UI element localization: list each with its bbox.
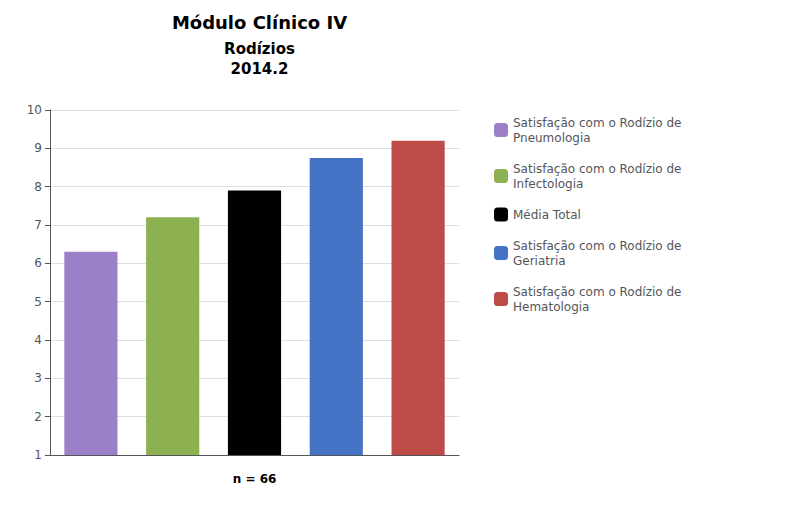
- svg-text:10: 10: [27, 103, 42, 117]
- svg-text:5: 5: [34, 295, 42, 309]
- svg-text:Infectologia: Infectologia: [513, 177, 583, 191]
- svg-text:Satisfação com o Rodízio de: Satisfação com o Rodízio de: [513, 162, 681, 176]
- svg-text:9: 9: [34, 141, 42, 155]
- svg-text:Satisfação com o Rodízio de: Satisfação com o Rodízio de: [513, 116, 681, 130]
- svg-text:Pneumologia: Pneumologia: [513, 131, 591, 145]
- svg-text:4: 4: [34, 333, 42, 347]
- svg-text:Rodízios: Rodízios: [224, 40, 295, 58]
- svg-text:7: 7: [34, 218, 42, 232]
- svg-text:8: 8: [34, 180, 42, 194]
- svg-text:n = 66: n = 66: [233, 472, 277, 486]
- svg-text:Satisfação com o Rodízio de: Satisfação com o Rodízio de: [513, 239, 681, 253]
- svg-text:1: 1: [34, 448, 42, 462]
- svg-text:Módulo Clínico IV: Módulo Clínico IV: [172, 12, 347, 33]
- svg-text:6: 6: [34, 256, 42, 270]
- svg-text:Satisfação com o Rodízio de: Satisfação com o Rodízio de: [513, 285, 681, 299]
- svg-text:Hematologia: Hematologia: [513, 300, 589, 314]
- svg-text:2014.2: 2014.2: [231, 60, 289, 78]
- svg-text:2: 2: [34, 410, 42, 424]
- svg-text:3: 3: [34, 371, 42, 385]
- svg-text:Geriatria: Geriatria: [513, 254, 566, 268]
- svg-text:Média Total: Média Total: [513, 208, 581, 222]
